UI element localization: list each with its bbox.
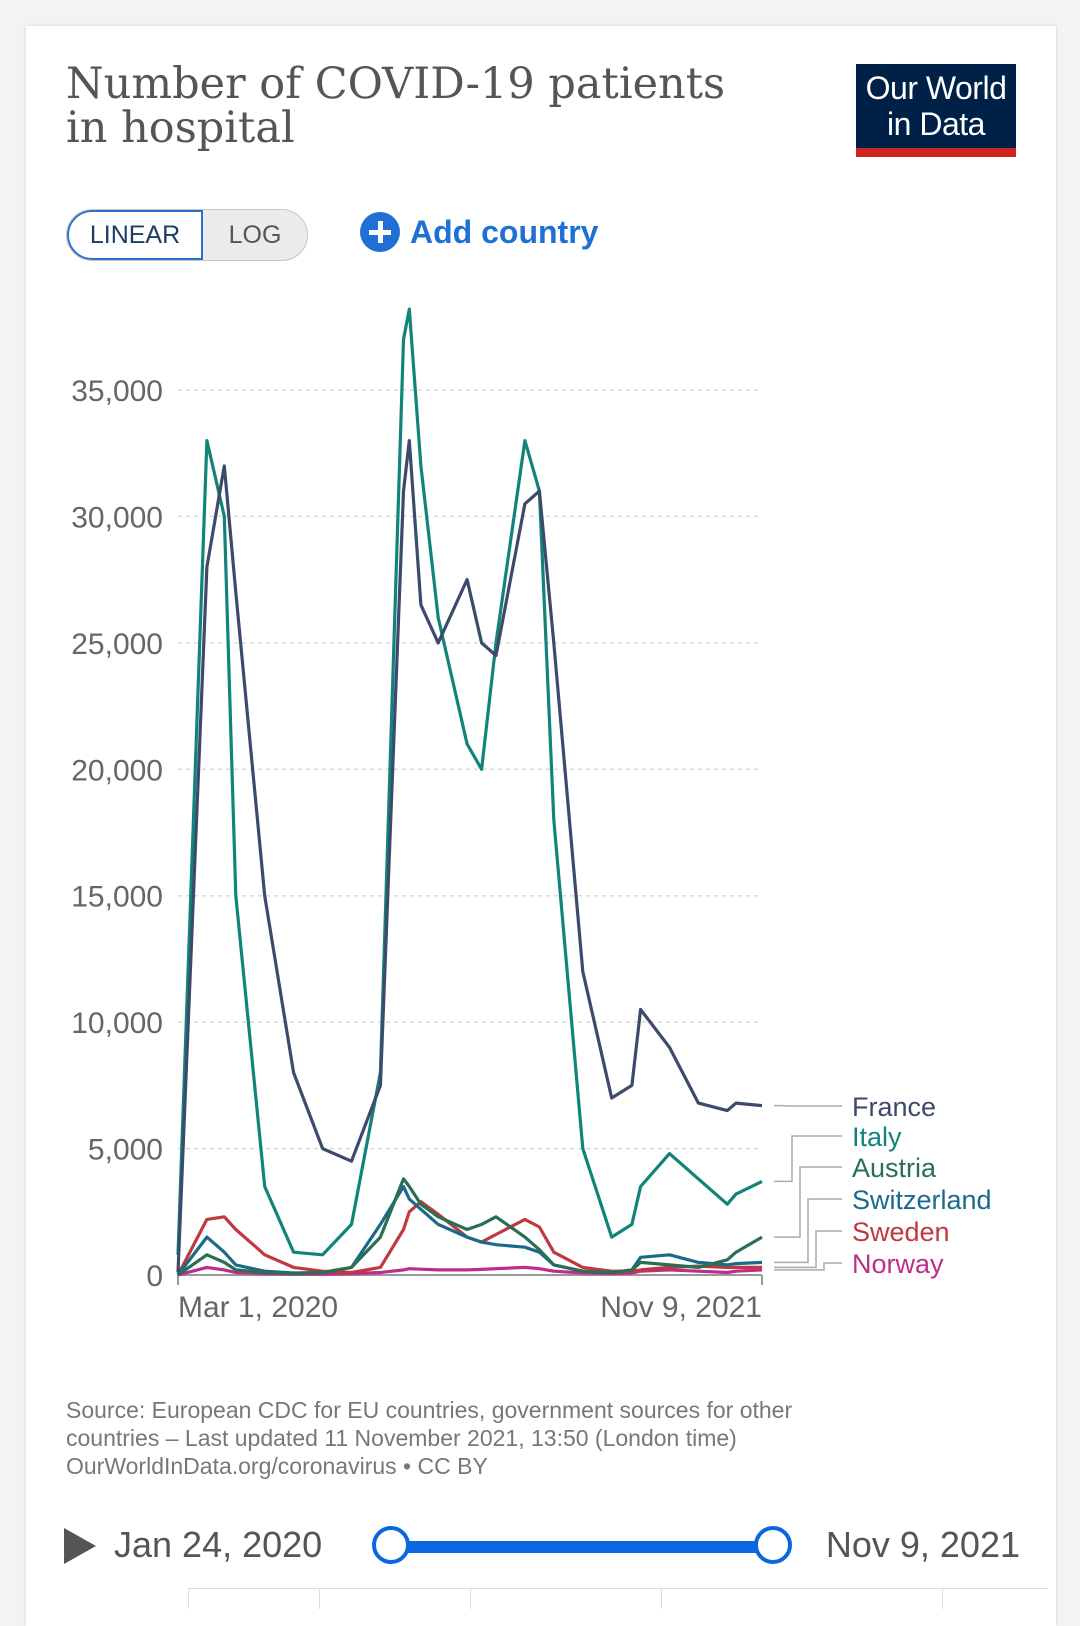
x-tick-label-end: Nov 9, 2021 (600, 1291, 762, 1324)
logo-red-bar (856, 148, 1016, 157)
tab-slot[interactable] (188, 1589, 319, 1609)
legend-label-france: France (852, 1092, 936, 1122)
add-country-button[interactable]: Add country (360, 208, 598, 256)
scale-toggle: LINEAR LOG (66, 209, 308, 261)
y-tick-label: 10,000 (71, 1007, 163, 1040)
play-icon[interactable] (64, 1528, 96, 1564)
legend-label-switzerland: Switzerland (852, 1185, 992, 1215)
chart-title: Number of COVID-19 patients in hospital (66, 62, 766, 150)
log-scale-button[interactable]: LOG (203, 210, 307, 260)
y-tick-label: 25,000 (71, 628, 163, 661)
legend-label-sweden: Sweden (852, 1217, 950, 1247)
y-tick-label: 5,000 (88, 1134, 163, 1167)
legend-connector (774, 1263, 842, 1270)
tab-slot[interactable] (942, 1589, 1043, 1609)
series-line-austria (178, 1179, 762, 1275)
bottom-tab-strip (188, 1588, 1048, 1609)
x-tick-label-start: Mar 1, 2020 (178, 1291, 338, 1324)
timeline-slider-track[interactable] (390, 1541, 770, 1553)
timeline-end-handle[interactable] (754, 1526, 792, 1564)
tab-slot[interactable] (661, 1589, 942, 1609)
source-line-1: Source: European CDC for EU countries, g… (66, 1396, 946, 1424)
legend-connector (774, 1136, 842, 1181)
tab-slot[interactable] (470, 1589, 661, 1609)
series-line-france (178, 441, 762, 1273)
legend-label-norway: Norway (852, 1249, 944, 1279)
timeline-start-label: Jan 24, 2020 (114, 1524, 322, 1566)
y-tick-label: 30,000 (71, 501, 163, 534)
source-line-3[interactable]: OurWorldInData.org/coronavirus • CC BY (66, 1452, 946, 1480)
timeline-start-handle[interactable] (372, 1526, 410, 1564)
y-tick-label: 35,000 (71, 375, 163, 408)
line-chart: 0 5,000 10,000 15,000 20,000 25,000 30,000 35,0… (0, 280, 1080, 1370)
linear-scale-button[interactable]: LINEAR (67, 210, 203, 260)
y-tick-label: 20,000 (71, 754, 163, 787)
logo-line-2: in Data (856, 106, 1016, 142)
legend-label-austria: Austria (852, 1153, 937, 1183)
owid-logo[interactable]: Our World in Data (856, 64, 1016, 157)
source-note: Source: European CDC for EU countries, g… (66, 1396, 946, 1480)
source-line-2: countries – Last updated 11 November 202… (66, 1424, 946, 1452)
plus-circle-icon (360, 212, 400, 252)
series-line-switzerland (178, 1187, 762, 1276)
series-line-italy (178, 309, 762, 1255)
y-tick-label: 0 (146, 1260, 163, 1293)
add-country-label: Add country (410, 214, 598, 251)
timeline-control: Jan 24, 2020 Nov 9, 2021 (60, 1516, 1020, 1576)
logo-line-1: Our World (856, 70, 1016, 106)
tab-slot[interactable] (319, 1589, 470, 1609)
timeline-end-label: Nov 9, 2021 (826, 1524, 1020, 1566)
y-tick-label: 15,000 (71, 881, 163, 914)
legend-label-italy: Italy (852, 1122, 902, 1152)
